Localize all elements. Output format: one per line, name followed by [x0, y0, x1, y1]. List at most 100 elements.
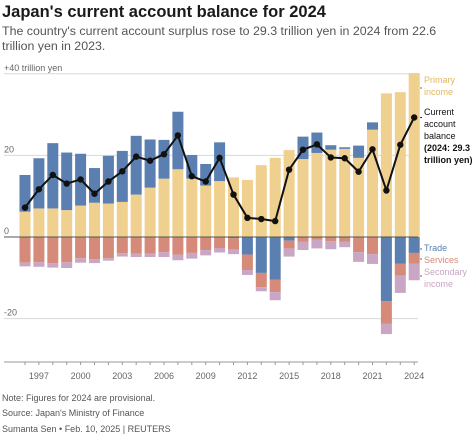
bar-secondary-income — [200, 250, 212, 256]
bar-services — [214, 237, 226, 249]
current-account-point — [188, 173, 195, 180]
current-account-point — [49, 171, 56, 179]
bar-primary-income — [144, 187, 156, 237]
bar-primary-income — [214, 181, 226, 237]
bar-primary-income — [130, 194, 142, 237]
bar-secondary-income — [89, 259, 100, 264]
bar-services — [102, 237, 114, 259]
x-tick-label: 2003 — [112, 371, 132, 381]
legend-trade: Trade — [424, 243, 447, 253]
bar-primary-income — [311, 152, 323, 237]
bar-primary-income — [339, 148, 351, 237]
current-account-point — [397, 141, 404, 148]
bar-trade — [158, 139, 170, 179]
bar-services — [19, 237, 31, 263]
bar-services — [325, 237, 337, 242]
bar-primary-income — [61, 210, 73, 237]
bar-secondary-income — [61, 262, 73, 269]
legend-services: Services — [424, 255, 459, 265]
bar-primary-income — [297, 159, 309, 237]
bar-services — [144, 237, 156, 254]
bar-secondary-income — [367, 254, 378, 264]
bar-primary-income — [408, 72, 420, 237]
current-account-point — [327, 154, 334, 161]
bar-services — [75, 237, 87, 259]
bar-services — [130, 237, 142, 254]
x-tick-label: 2000 — [71, 371, 91, 381]
bar-secondary-income — [380, 323, 392, 335]
bar-services — [158, 237, 170, 253]
bar-trade — [255, 237, 267, 273]
bar-services — [33, 237, 45, 263]
current-account-point — [341, 155, 348, 162]
x-tick-label: 2006 — [154, 371, 174, 381]
bar-secondary-income — [255, 287, 267, 292]
bar-secondary-income — [311, 239, 323, 249]
bar-primary-income — [255, 165, 267, 237]
current-account-point — [21, 204, 29, 211]
bar-secondary-income — [158, 252, 170, 257]
bar-services — [89, 237, 100, 260]
bar-services — [116, 237, 128, 254]
bar-trade — [380, 237, 392, 302]
bar-services — [200, 237, 212, 251]
current-account-point — [272, 217, 279, 225]
bar-trade — [214, 142, 226, 182]
bar-primary-income — [380, 93, 392, 237]
bar-primary-income — [75, 205, 87, 237]
legend-primary-income: income — [424, 87, 453, 97]
y-tick-label: 20 — [4, 144, 14, 154]
bar-primary-income — [353, 157, 365, 237]
bar-services — [186, 237, 198, 253]
bar-secondary-income — [116, 253, 128, 257]
chart-title: Japan's current account balance for 2024 — [2, 3, 326, 21]
bar-trade — [33, 158, 45, 209]
current-account-point — [244, 214, 251, 222]
bar-secondary-income — [102, 258, 114, 261]
bar-secondary-income — [353, 252, 365, 262]
bar-primary-income — [89, 202, 100, 237]
bar-trade — [172, 111, 184, 170]
legend-current-account: account — [424, 119, 456, 129]
current-account-point — [355, 168, 362, 175]
bar-secondary-income — [172, 254, 184, 261]
current-account-point — [313, 141, 321, 148]
bar-secondary-income — [394, 275, 406, 293]
bar-secondary-income — [269, 292, 281, 301]
x-tick-label: 2018 — [321, 371, 341, 381]
bar-services — [367, 237, 378, 255]
bar-services — [339, 237, 351, 242]
bar-trade — [367, 122, 378, 130]
bar-primary-income — [33, 208, 45, 237]
current-account-point — [91, 190, 98, 197]
bar-secondary-income — [186, 252, 198, 259]
legend-current-account: trillion yen) — [424, 155, 473, 165]
bar-secondary-income — [19, 262, 31, 267]
current-account-point — [230, 191, 237, 198]
x-tick-label: 2015 — [279, 371, 299, 381]
bar-trade — [325, 145, 337, 150]
current-account-point — [146, 157, 154, 164]
bar-services — [172, 237, 184, 255]
current-account-point — [216, 154, 223, 162]
y-tick-label: -20 — [4, 308, 17, 318]
bar-secondary-income — [297, 241, 309, 251]
bar-secondary-income — [241, 270, 253, 275]
bar-primary-income — [186, 178, 198, 237]
bar-secondary-income — [144, 253, 156, 257]
bar-services — [241, 254, 253, 271]
bar-primary-income — [283, 150, 295, 237]
bar-trade — [283, 237, 295, 241]
bar-services — [380, 301, 392, 324]
bar-primary-income — [241, 179, 253, 237]
bar-primary-income — [158, 178, 170, 237]
bar-trade — [269, 237, 281, 280]
y-tick-label: 0 — [4, 226, 9, 236]
legend-current-account: (2024: 29.3 — [424, 143, 470, 153]
chart-subtitle: The country's current account surplus ro… — [2, 24, 437, 53]
current-account-point — [105, 178, 112, 185]
credit-line: Sumanta Sen • Feb. 10, 2025 | REUTERS — [2, 424, 171, 434]
bar-trade — [228, 237, 239, 239]
current-account-point — [174, 132, 182, 139]
